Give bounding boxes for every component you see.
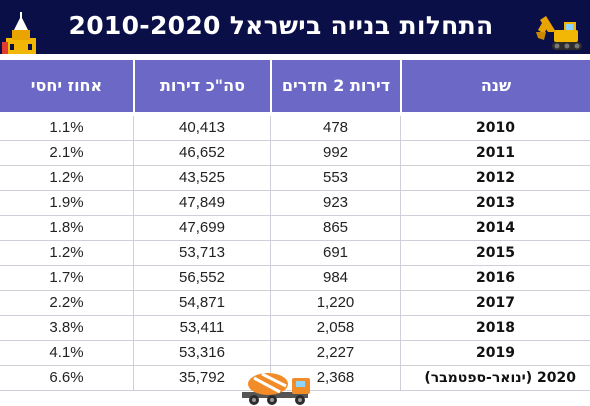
total-cell: 54,871 xyxy=(133,291,270,315)
concrete-mixer-icon xyxy=(242,372,310,405)
total-cell: 43,525 xyxy=(133,166,270,190)
percent-cell: 6.6% xyxy=(49,369,84,386)
year-cell: 2019 xyxy=(400,341,590,365)
header-percent: אחוז יחסי xyxy=(30,76,103,95)
percent-cell: 1.9% xyxy=(49,194,84,211)
percent-cell: 1.2% xyxy=(49,244,84,261)
table-row: 2010 478 40,413 1.1% xyxy=(0,116,590,141)
year-cell: 2013 xyxy=(400,191,590,215)
two-rooms-cell: 478 xyxy=(270,116,400,140)
table-body: 2010 478 40,413 1.1% 2011 992 46,652 2.1… xyxy=(0,116,590,391)
table-header: שנה דירות 2 חדרים סה"כ דירות אחוז יחסי xyxy=(0,60,590,112)
percent-cell: 1.7% xyxy=(49,269,84,286)
percent-cell: 3.8% xyxy=(49,319,84,336)
year-cell: 2020 (ינואר-ספטמבר) xyxy=(400,366,590,390)
tower-icon xyxy=(2,12,36,54)
two-rooms-cell: 553 xyxy=(270,166,400,190)
two-rooms-cell: 984 xyxy=(270,266,400,290)
table-row: 2013 923 47,849 1.9% xyxy=(0,191,590,216)
table-row: 2012 553 43,525 1.2% xyxy=(0,166,590,191)
year-cell: 2018 xyxy=(400,316,590,340)
table-row: 2019 2,227 53,316 4.1% xyxy=(0,341,590,366)
percent-cell: 4.1% xyxy=(49,344,84,361)
table-row: 2014 865 47,699 1.8% xyxy=(0,216,590,241)
percent-cell: 1.8% xyxy=(49,219,84,236)
two-rooms-cell: 865 xyxy=(270,216,400,240)
year-cell: 2014 xyxy=(400,216,590,240)
year-cell: 2017 xyxy=(400,291,590,315)
two-rooms-cell: 2,227 xyxy=(270,341,400,365)
total-cell: 47,699 xyxy=(133,216,270,240)
title-banner: התחלות בנייה בישראל 2010-2020 xyxy=(0,0,590,54)
year-cell: 2012 xyxy=(400,166,590,190)
two-rooms-cell: 923 xyxy=(270,191,400,215)
two-rooms-cell: 992 xyxy=(270,141,400,165)
table-row: 2020 (ינואר-ספטמבר) 2,368 35,792 6.6% xyxy=(0,366,590,391)
total-cell: 35,792 xyxy=(133,366,270,390)
table-row: 2015 691 53,713 1.2% xyxy=(0,241,590,266)
header-total: סה"כ דירות xyxy=(133,60,270,112)
year-cell: 2016 xyxy=(400,266,590,290)
header-year: שנה xyxy=(400,60,590,112)
two-rooms-cell: 691 xyxy=(270,241,400,265)
total-cell: 53,411 xyxy=(133,316,270,340)
header-two-rooms: דירות 2 חדרים xyxy=(270,60,400,112)
excavator-icon xyxy=(536,16,582,50)
percent-cell: 2.1% xyxy=(49,144,84,161)
total-cell: 53,713 xyxy=(133,241,270,265)
total-cell: 53,316 xyxy=(133,341,270,365)
table-row: 2011 992 46,652 2.1% xyxy=(0,141,590,166)
two-rooms-cell: 1,220 xyxy=(270,291,400,315)
year-cell: 2010 xyxy=(400,116,590,140)
table-row: 2016 984 56,552 1.7% xyxy=(0,266,590,291)
two-rooms-cell: 2,058 xyxy=(270,316,400,340)
table-row: 2017 1,220 54,871 2.2% xyxy=(0,291,590,316)
page-title: התחלות בנייה בישראל 2010-2020 xyxy=(68,11,494,40)
total-cell: 40,413 xyxy=(133,116,270,140)
year-cell: 2011 xyxy=(400,141,590,165)
percent-cell: 1.2% xyxy=(49,169,84,186)
total-cell: 46,652 xyxy=(133,141,270,165)
year-cell: 2015 xyxy=(400,241,590,265)
percent-cell: 2.2% xyxy=(49,294,84,311)
table-row: 2018 2,058 53,411 3.8% xyxy=(0,316,590,341)
percent-cell: 1.1% xyxy=(49,119,84,136)
total-cell: 47,849 xyxy=(133,191,270,215)
total-cell: 56,552 xyxy=(133,266,270,290)
